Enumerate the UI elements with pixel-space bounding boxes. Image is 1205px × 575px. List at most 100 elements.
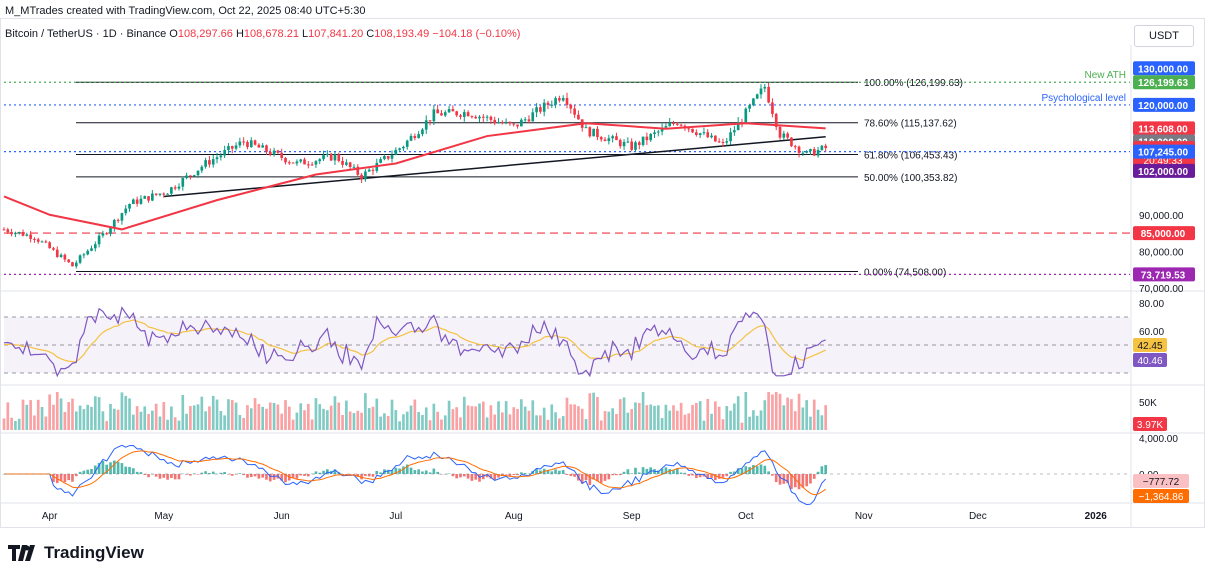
volume-bar (93, 396, 97, 430)
macd-histogram-bar (379, 472, 382, 474)
macd-histogram-bar (793, 474, 797, 488)
macd-histogram-bar (603, 474, 607, 481)
price-axis-tick: 70,000.00 (1139, 284, 1184, 295)
candle-body (474, 116, 478, 119)
close-label: C (366, 28, 375, 40)
candle-body (105, 233, 109, 235)
volume-tag-bg (1133, 417, 1167, 431)
level-price-tag-bg (1133, 267, 1195, 282)
volume-bar (569, 404, 573, 430)
volume-bar (622, 397, 626, 430)
macd-histogram-bar (364, 474, 367, 477)
volume-bar (367, 408, 371, 430)
candle-body (630, 141, 634, 150)
candle-body (348, 162, 352, 167)
volume-bar (402, 414, 405, 430)
macd-histogram-bar (440, 474, 443, 475)
volume-bar (272, 403, 276, 430)
volume-bar (493, 414, 497, 430)
level-price-tag: 126,199.63 (1138, 78, 1188, 89)
candle-body (626, 141, 630, 143)
volume-value-tag: 3.97K (1137, 420, 1163, 431)
candle-body (497, 122, 500, 124)
macd-histogram-bar (166, 474, 169, 480)
macd-signal-line (4, 450, 826, 496)
volume-bar (390, 399, 394, 430)
candle-body (223, 150, 226, 156)
macd-histogram-bar (759, 464, 763, 474)
macd-histogram-bar (272, 474, 276, 480)
volume-bar (812, 399, 816, 430)
macd-histogram-bar (740, 468, 744, 474)
macd-histogram-bar (504, 474, 508, 475)
candle-body (132, 199, 135, 205)
candle-body (455, 111, 459, 116)
candle-body (744, 108, 748, 123)
candle-body (143, 196, 147, 199)
macd-histogram-bar (189, 474, 192, 476)
candle-body (542, 102, 546, 112)
volume-bar (748, 416, 751, 430)
candle-body (470, 116, 474, 118)
volume-bar (147, 413, 150, 430)
candle-body (402, 146, 405, 149)
candle-body (691, 128, 694, 133)
volume-bar (424, 407, 428, 430)
macd-histogram-bar (82, 470, 86, 474)
candle-body (52, 248, 55, 250)
candle-body (698, 133, 702, 135)
macd-histogram-bar (204, 471, 207, 474)
volume-bar (284, 400, 287, 430)
volume-bar (485, 417, 489, 430)
volume-bar (577, 406, 580, 430)
candle-body (284, 157, 287, 163)
volume-bar (189, 406, 192, 430)
time-axis-label: Apr (42, 511, 58, 522)
candle-body (204, 160, 207, 167)
candle-body (577, 114, 580, 120)
volume-bar (44, 416, 48, 430)
volume-bar (2, 418, 6, 430)
candle-body (295, 161, 299, 164)
price-tag-sub: 20:49:33 (1144, 156, 1183, 167)
macd-histogram-bar (797, 474, 801, 490)
macd-histogram-bar (660, 468, 664, 474)
candle-body (371, 169, 375, 171)
volume-bar (816, 409, 820, 430)
currency-selector[interactable]: USDT (1134, 25, 1194, 47)
macd-histogram-bar (318, 472, 322, 474)
candle-body (189, 175, 192, 177)
candle-body (246, 142, 249, 148)
macd-histogram-bar (253, 474, 257, 477)
trendline (163, 136, 826, 198)
symbol-name[interactable]: Bitcoin / TetherUS · 1D · Binance (5, 28, 167, 40)
candle-body (493, 119, 497, 124)
candle-body (481, 116, 485, 118)
volume-bar (763, 400, 767, 430)
candle-body (318, 159, 322, 162)
candle-body (326, 153, 329, 156)
candle-body (596, 128, 599, 138)
macd-histogram-bar (386, 469, 390, 474)
volume-bar (158, 416, 162, 430)
macd-histogram-bar (116, 461, 120, 474)
volume-bar (573, 404, 576, 430)
volume-bar (379, 416, 382, 430)
macd-histogram-bar (554, 469, 557, 474)
volume-bar (535, 415, 538, 430)
candle-body (234, 145, 238, 149)
candle-body (489, 116, 493, 120)
volume-bar (683, 414, 687, 430)
macd-histogram-bar (124, 466, 128, 474)
macd-histogram-bar (421, 471, 424, 474)
macd-histogram-bar (284, 474, 287, 483)
macd-histogram-bar (717, 474, 721, 479)
candle-body (675, 123, 679, 125)
tradingview-logo: TradingView (8, 543, 144, 563)
candle-body (268, 151, 272, 155)
volume-bar (645, 405, 649, 430)
volume-bar (227, 399, 230, 430)
volume-bar (120, 392, 124, 430)
macd-histogram-bar (744, 466, 748, 474)
